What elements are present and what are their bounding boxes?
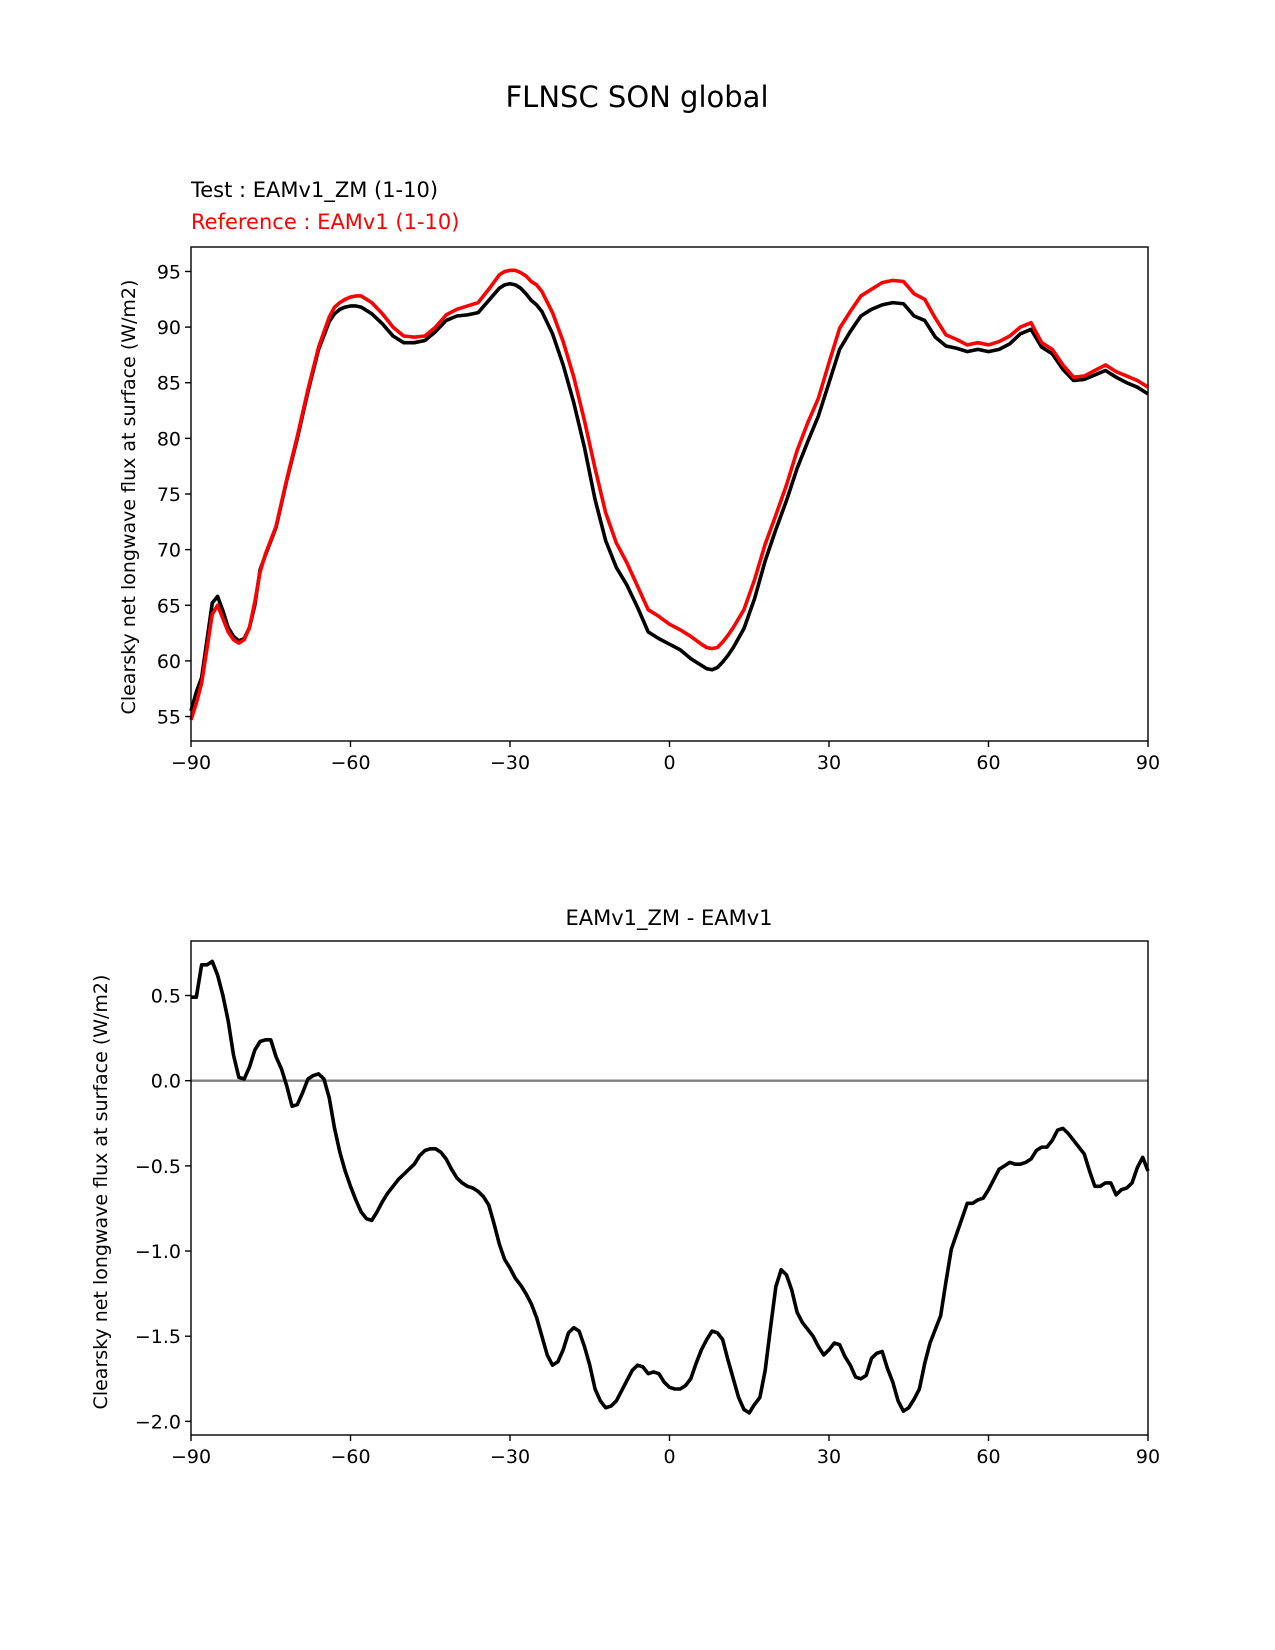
- bottom-y-tick-label: −1.5: [135, 1326, 181, 1348]
- top-y-tick-label: 65: [157, 595, 181, 617]
- top-y-tick-label: 85: [157, 373, 181, 395]
- bottom-y-tick-label: 0.0: [151, 1071, 181, 1093]
- figure-title: FLNSC SON global: [506, 80, 769, 114]
- top-x-tick-label: 60: [976, 752, 1000, 774]
- top-x-tick-label: 90: [1136, 752, 1160, 774]
- top-plot-area: −90 −60 −30 0 30 60 90 55 60 65 70 75 80 85 90 95: [157, 246, 1160, 774]
- top-y-tick-label: 55: [157, 707, 181, 729]
- top-x-tick-label: −30: [490, 752, 530, 774]
- top-x-tick-label: −60: [330, 752, 370, 774]
- bottom-axes-frame: [190, 940, 1149, 1436]
- bottom-y-tick-label: 0.5: [151, 986, 181, 1008]
- top-axes-frame: [190, 246, 1149, 742]
- bottom-y-axis-label: Clearsky net longwave flux at surface (W…: [90, 975, 112, 1410]
- test-title: Test : EAMv1_ZM (1-10): [190, 178, 438, 203]
- bottom-y-tick-label: −1.0: [135, 1241, 181, 1263]
- reference-title: Reference : EAMv1 (1-10): [191, 210, 459, 234]
- bottom-x-tick-label: −60: [330, 1446, 370, 1468]
- bottom-x-tick-label: −90: [171, 1446, 211, 1468]
- bottom-series-line-0: [191, 959, 1150, 1415]
- top-y-tick-label: 95: [157, 261, 181, 283]
- diff-title: EAMv1_ZM - EAMv1: [565, 906, 772, 931]
- bottom-x-tick-label: −30: [490, 1446, 530, 1468]
- bottom-y-tick-label: −0.5: [135, 1156, 181, 1178]
- bottom-x-tick-label: 60: [976, 1446, 1000, 1468]
- top-y-tick-label: 75: [157, 484, 181, 506]
- top-series-line-0: [189, 281, 1149, 712]
- top-y-tick-label: 60: [157, 651, 181, 673]
- top-y-tick-label: 80: [157, 428, 181, 450]
- bottom-x-tick-label: 90: [1136, 1446, 1160, 1468]
- bottom-x-tick-label: 0: [663, 1446, 675, 1468]
- top-x-tick-label: −90: [171, 752, 211, 774]
- top-series-line-1: [189, 268, 1149, 721]
- top-x-tick-label: 30: [817, 752, 841, 774]
- bottom-y-tick-label: −2.0: [135, 1411, 181, 1433]
- top-x-tick-label: 0: [663, 752, 675, 774]
- top-y-axis-label: Clearsky net longwave flux at surface (W…: [118, 280, 140, 715]
- bottom-x-tick-label: 30: [817, 1446, 841, 1468]
- top-y-tick-label: 70: [157, 540, 181, 562]
- top-y-tick-label: 90: [157, 317, 181, 339]
- bottom-plot-area: −90 −60 −30 0 30 60 90 −2.0 −1.5 −1.0 −0.5 0.0 0.5: [135, 940, 1160, 1468]
